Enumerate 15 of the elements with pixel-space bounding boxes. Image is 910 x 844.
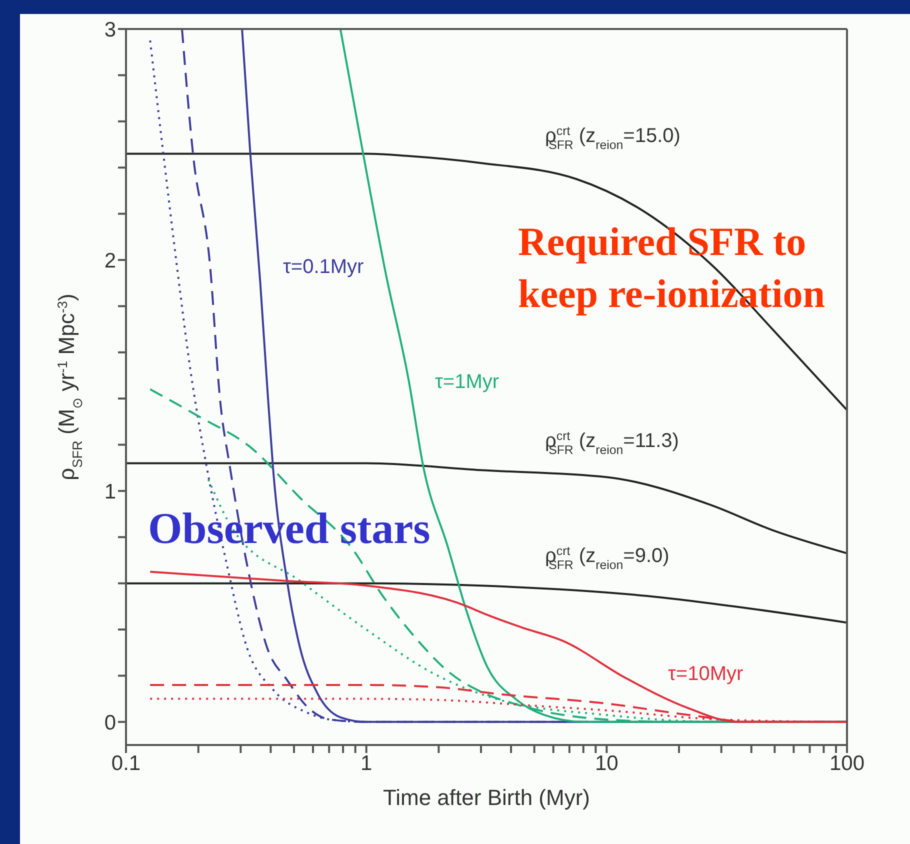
annotation: τ=1Myr bbox=[435, 371, 500, 393]
annotation: ρ$^{crt}$$_{SFR}$ (z$_{reion}$=15.0) bbox=[545, 124, 680, 152]
y-tick-label: 3 bbox=[104, 18, 116, 42]
annotation: ρ$^{crt}$$_{SFR}$ (z$_{reion}$=9.0) bbox=[545, 544, 670, 572]
x-tick-label: 1 bbox=[360, 752, 372, 775]
x-axis-title: Time after Birth (Myr) bbox=[383, 785, 590, 810]
y-tick-label: 0 bbox=[104, 711, 116, 734]
annotation: τ=10Myr bbox=[668, 663, 744, 685]
x-tick-label: 100 bbox=[829, 752, 865, 775]
x-tick-label: 0.1 bbox=[111, 752, 141, 775]
annotation: ρ$^{crt}$$_{SFR}$ (z$_{reion}$=11.3) bbox=[545, 429, 679, 457]
y-tick-label: 1 bbox=[104, 480, 116, 504]
x-tick-label: 10 bbox=[594, 752, 618, 775]
annotation: τ=0.1Myr bbox=[283, 256, 364, 278]
y-tick-label: 2 bbox=[104, 249, 116, 272]
